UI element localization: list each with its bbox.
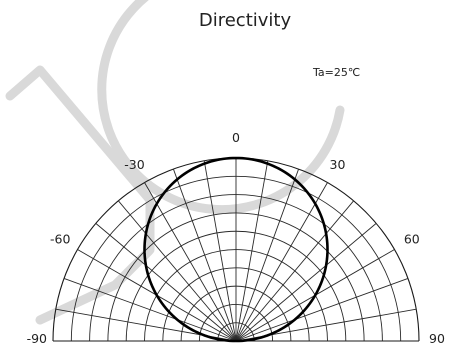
condition-label: Ta=25℃ [312,66,360,79]
angle-tick-label: -60 [50,232,70,247]
angle-tick-label: 90 [429,331,445,346]
angle-tick-label: 0 [232,130,240,145]
angle-tick-label: 30 [330,157,346,172]
angle-tick-label: 60 [404,232,420,247]
angle-tick-label: -30 [124,157,144,172]
watermark [10,0,340,320]
chart-title: Directivity [199,10,292,31]
polar-grid [53,158,419,341]
angle-tick-label: -90 [27,331,47,346]
